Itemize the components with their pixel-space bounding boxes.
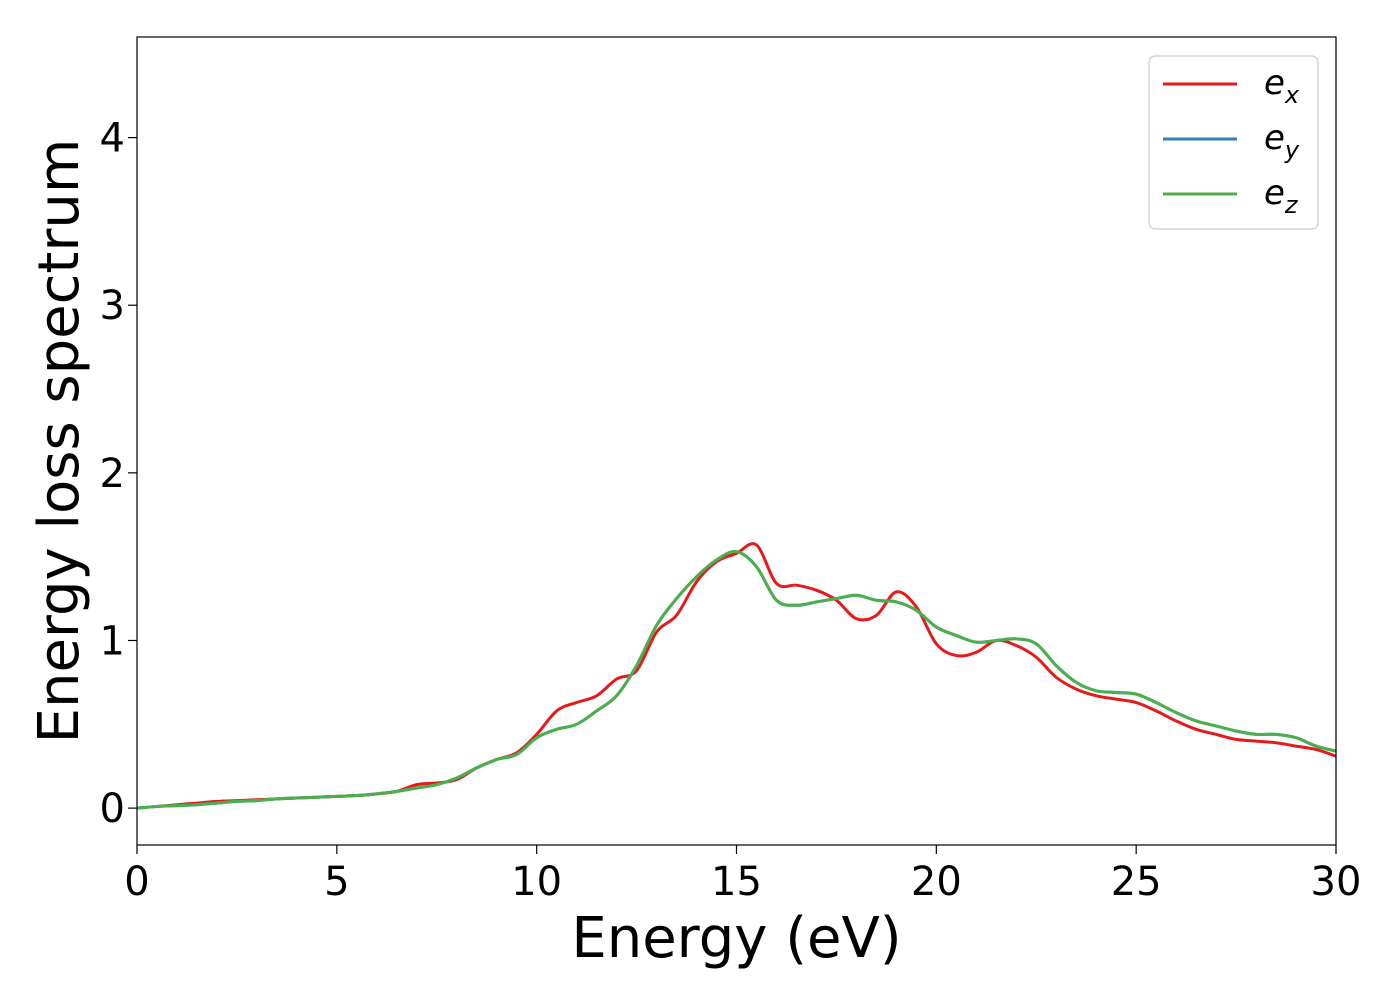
y-tick-label: 2 <box>100 451 125 497</box>
legend-label: ex <box>1264 63 1300 109</box>
legend-label: ez <box>1264 173 1299 219</box>
series-line-e-x <box>137 542 1336 810</box>
y-tick-label: 3 <box>100 283 125 329</box>
legend: ex ey ez <box>1148 55 1319 230</box>
x-axis-ticks: 0 5 10 15 20 25 30 <box>124 845 1361 905</box>
series-line-e-y <box>137 550 1336 810</box>
x-axis-label: Energy (eV) <box>571 906 901 971</box>
y-tick-label: 0 <box>100 786 125 832</box>
x-tick-label: 20 <box>911 859 962 905</box>
x-tick-label: 15 <box>711 859 762 905</box>
y-tick-label: 4 <box>100 116 125 162</box>
x-tick-label: 5 <box>324 859 349 905</box>
y-axis-ticks: 0 1 2 3 4 <box>100 116 137 832</box>
series-layer <box>137 542 1336 810</box>
y-tick-label: 1 <box>100 618 125 664</box>
legend-label: ey <box>1264 118 1300 164</box>
x-tick-label: 25 <box>1111 859 1162 905</box>
series-line-e-z <box>137 550 1336 810</box>
x-tick-label: 30 <box>1311 859 1362 905</box>
x-tick-label: 0 <box>124 859 149 905</box>
legend-box <box>1148 55 1319 230</box>
y-axis-label: Energy loss spectrum <box>27 139 92 744</box>
x-tick-label: 10 <box>511 859 562 905</box>
